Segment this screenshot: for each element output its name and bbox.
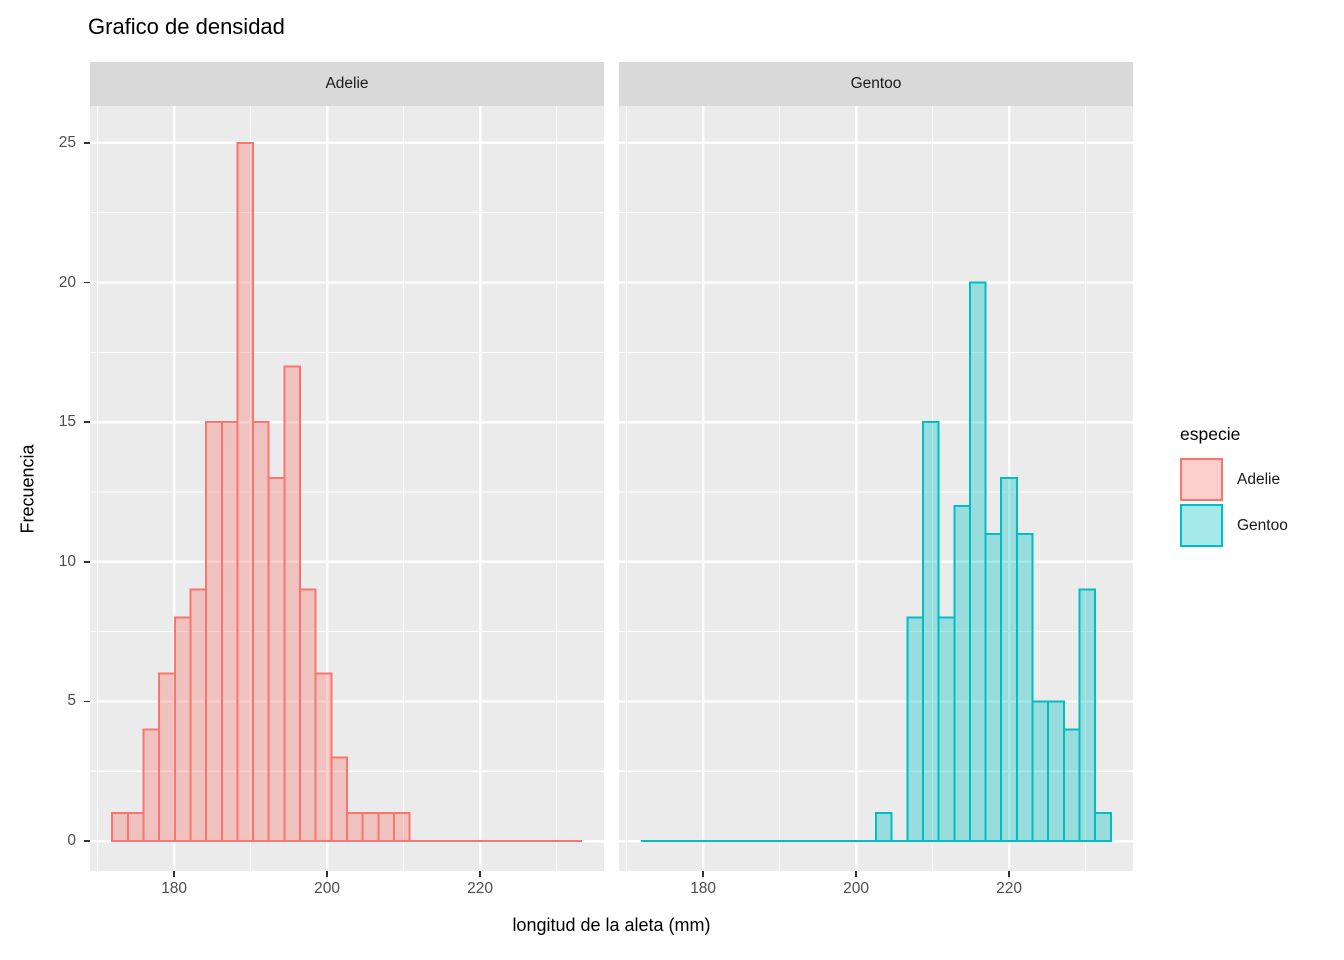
histogram-bar <box>984 532 1003 843</box>
y-tick-mark <box>84 421 90 423</box>
histogram-bar <box>189 588 208 843</box>
histogram-bar <box>1078 588 1097 843</box>
histogram-bar <box>875 812 893 843</box>
histogram-bar <box>921 421 940 843</box>
x-tick-mark <box>1008 871 1010 877</box>
y-tick-mark <box>84 142 90 144</box>
x-tick-label: 200 <box>843 880 870 897</box>
y-axis-title: Frecuencia <box>17 444 38 534</box>
histogram-bar <box>1062 728 1081 843</box>
legend-item-label: Gentoo <box>1237 516 1288 534</box>
y-tick-mark <box>84 840 90 842</box>
x-tick-label: 220 <box>467 880 494 897</box>
facet-strip-adelie: Adelie <box>90 62 604 106</box>
histogram-bar <box>173 616 192 843</box>
x-axis-title: longitud de la aleta (mm) <box>512 915 711 935</box>
histogram-bar <box>1094 812 1112 843</box>
facet-panel-gentoo <box>619 106 1133 871</box>
plot-title: Grafico de densidad <box>88 14 285 39</box>
y-tick-mark <box>84 281 90 284</box>
y-tick-label: 10 <box>58 552 76 570</box>
histogram-bar <box>937 616 956 843</box>
histogram-bar <box>377 812 395 843</box>
histogram-bar <box>906 616 924 843</box>
histogram-bar <box>126 812 145 843</box>
histogram-bar <box>968 281 987 843</box>
histogram-bar <box>1031 700 1050 843</box>
histogram-bar <box>299 588 317 843</box>
histogram-bar <box>236 141 255 843</box>
x-tick-mark <box>173 871 175 877</box>
histogram-bar <box>158 672 176 843</box>
histogram-bar <box>205 421 223 843</box>
facet-strip-label: Gentoo <box>850 75 902 92</box>
legend-key-adelie-swatch <box>1180 458 1223 501</box>
x-tick-label: 220 <box>996 880 1023 897</box>
y-tick-label: 0 <box>67 832 76 850</box>
facet-panel-adelie <box>90 106 604 871</box>
histogram-bar <box>142 728 161 843</box>
histogram-bar <box>953 504 971 843</box>
x-tick-label: 180 <box>161 880 188 897</box>
x-tick-label: 180 <box>690 880 717 897</box>
legend-item-adelie: Adelie <box>1180 458 1288 501</box>
y-tick-label: 15 <box>58 413 76 431</box>
y-tick-label: 25 <box>58 133 76 151</box>
histogram-bar <box>314 672 333 843</box>
histogram-bar <box>392 812 411 843</box>
legend: especie Adelie Gentoo <box>1180 424 1288 550</box>
x-tick-mark <box>479 871 481 877</box>
histogram-svg-adelie <box>90 106 604 871</box>
legend-title: especie <box>1180 424 1241 444</box>
histogram-bar <box>252 421 270 843</box>
legend-item-label: Adelie <box>1237 470 1281 488</box>
x-tick-mark <box>702 871 704 877</box>
x-tick-label: 200 <box>314 880 341 897</box>
histogram-bar <box>1047 700 1065 843</box>
histogram-bar <box>330 756 349 843</box>
histogram-bar <box>283 365 302 843</box>
y-tick-label: 20 <box>58 273 76 291</box>
y-tick-label: 5 <box>67 692 76 710</box>
histogram-bar <box>346 812 364 843</box>
histogram-bar <box>220 421 239 843</box>
x-tick-mark <box>855 871 857 877</box>
histogram-bar <box>1015 532 1034 843</box>
histogram-bar <box>111 812 129 843</box>
legend-item-gentoo: Gentoo <box>1180 504 1288 547</box>
histogram-bar <box>361 812 380 843</box>
legend-key-gentoo-swatch <box>1180 504 1223 547</box>
histogram-bar <box>267 477 286 843</box>
histogram-svg-gentoo <box>619 106 1133 871</box>
histogram-bar <box>1000 477 1018 843</box>
y-tick-mark <box>84 561 90 563</box>
facet-strip-label: Adelie <box>325 75 369 92</box>
y-tick-mark <box>84 700 90 703</box>
x-tick-mark <box>326 871 328 877</box>
facet-strip-gentoo: Gentoo <box>619 62 1133 106</box>
